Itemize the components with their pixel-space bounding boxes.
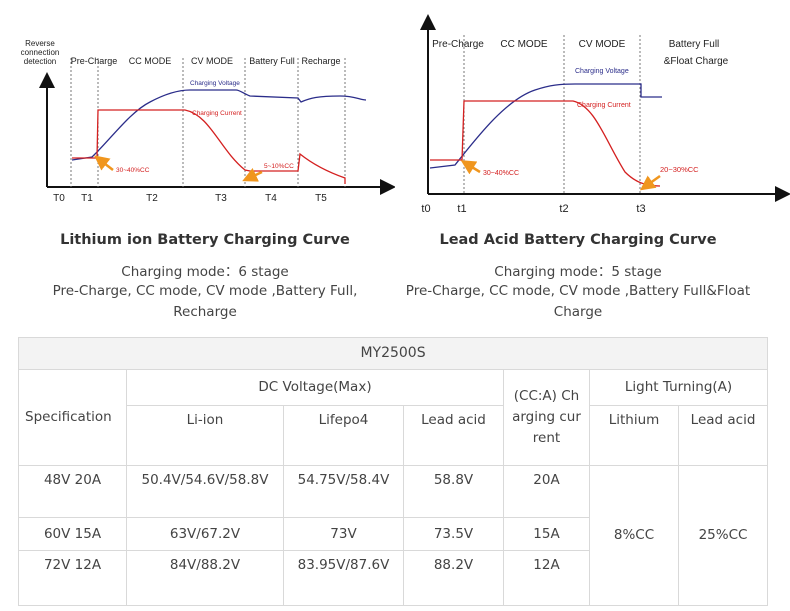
cell-lead-acid: 73.5V [403,517,504,551]
x-tick-t2: T2 [146,193,158,204]
cell-lifepo4: 83.95V/87.6V [283,550,404,606]
cell-spec: 60V 15A [18,517,127,551]
x-tick-t5: T5 [315,193,327,204]
lead-acid-caption: Lead Acid Battery Charging Curve Chargin… [405,232,751,323]
stage-label-reverse: Reverse connection detection [21,39,60,66]
annotation-precharge: 30~40%CC [483,170,519,177]
lithium-charging-mode: Charging mode：6 stage [121,264,289,280]
annotation-arrow-full [242,168,263,182]
cell-li-ion: 63V/67.2V [126,517,284,551]
cell-lifepo4: 54.75V/58.4V [283,465,404,518]
x-tick-t3: T3 [215,193,227,204]
header-light-lithium: Lithium [589,405,679,466]
lithium-chart-title: Lithium ion Battery Charging Curve [60,232,350,248]
cell-spec: 72V 12A [18,550,127,606]
x-tick-t3: t3 [636,203,645,215]
header-specification: Specification [18,369,127,466]
voltage-series-line [71,89,367,161]
stage-label-full: Battery Full [669,39,720,50]
header-li-ion: Li-ion [126,405,284,466]
stage-label-cv: CV MODE [191,56,233,66]
cell-li-ion: 84V/88.2V [126,550,284,606]
table-title: MY2500S [17,337,769,370]
cell-lead-acid: 58.8V [403,465,504,518]
stage-label-precharge: Pre-Charge [432,39,484,50]
table-row: 48V 20A 50.4V/54.6V/58.8V 54.75V/58.4V 5… [18,465,769,606]
stage-label-cc: CC MODE [500,39,548,50]
annotation-arrow-precharge [460,160,481,175]
cell-light-lithium: 8%CC [589,465,679,606]
annotation-full: 5~10%CC [264,163,294,170]
lithium-charging-curve-chart: Reverse connection detection Pre-Charge CC… [21,39,395,204]
stage-label-cc: CC MODE [129,56,172,66]
spec-table: MY2500S Specification DC Voltage(Max) (C… [17,337,769,606]
annotation-full: 20~30%CC [660,165,699,174]
cell-lifepo4: 73V [283,517,404,551]
x-tick-t1: T1 [81,193,93,204]
cell-lead-acid: 88.2V [403,550,504,606]
stage-label-recharge: Recharge [301,56,340,66]
annotation-precharge: 30~40%CC [116,167,150,174]
cell-charging-current: 15A [503,517,590,551]
table-row: 72V 12A 84V/88.2V 83.95V/87.6V 88.2V 12A [18,550,768,606]
lead-acid-charging-mode: Charging mode：5 stage [494,264,662,280]
header-dc-voltage: DC Voltage(Max) [126,369,504,406]
header-light-lead-acid: Lead acid [677,405,769,466]
stage-label-full: Battery Full [249,56,295,66]
cell-spec: 48V 20A [18,465,127,518]
voltage-series-label: Charging Voltage [190,80,240,87]
lithium-charging-stages: Pre-Charge, CC mode, CV mode ,Battery Fu… [52,283,358,320]
header-charging-current: (CC:A) Charging current [503,369,590,466]
current-series-line [72,109,346,184]
cell-light-lead-acid: 25%CC [677,465,769,606]
current-series-label: Charging Current [577,102,631,109]
x-tick-t0: T0 [53,193,65,204]
x-tick-t4: T4 [265,193,277,204]
x-tick-t2: t2 [559,203,568,215]
lead-acid-charging-stages: Pre-Charge, CC mode, CV mode ,Battery Fu… [405,283,751,320]
header-lifepo4: Lifepo4 [283,405,404,466]
stage-label-float: &Float Charge [664,56,729,67]
voltage-series-line [429,83,662,169]
lead-acid-chart-title: Lead Acid Battery Charging Curve [439,232,717,248]
cell-li-ion: 50.4V/54.6V/58.8V [126,465,284,518]
annotation-arrow-full [639,174,661,191]
cell-charging-current: 20A [503,465,590,518]
stage-label-cv: CV MODE [579,39,626,50]
voltage-series-label: Charging Voltage [575,68,629,75]
stage-label-precharge: Pre-Charge [71,56,118,66]
x-tick-t0: t0 [421,203,430,215]
current-series-label: Charging Current [192,110,242,117]
lithium-caption: Lithium ion Battery Charging Curve Charg… [40,232,370,323]
x-tick-t1: t1 [457,203,466,215]
cell-charging-current: 12A [503,550,590,606]
header-light-turning: Light Turning(A) [588,369,769,406]
annotation-arrow-precharge [94,155,114,171]
header-lead-acid: Lead acid [403,405,504,466]
lead-acid-charging-curve-chart: Pre-Charge CC MODE CV MODE Battery Full … [420,14,790,215]
